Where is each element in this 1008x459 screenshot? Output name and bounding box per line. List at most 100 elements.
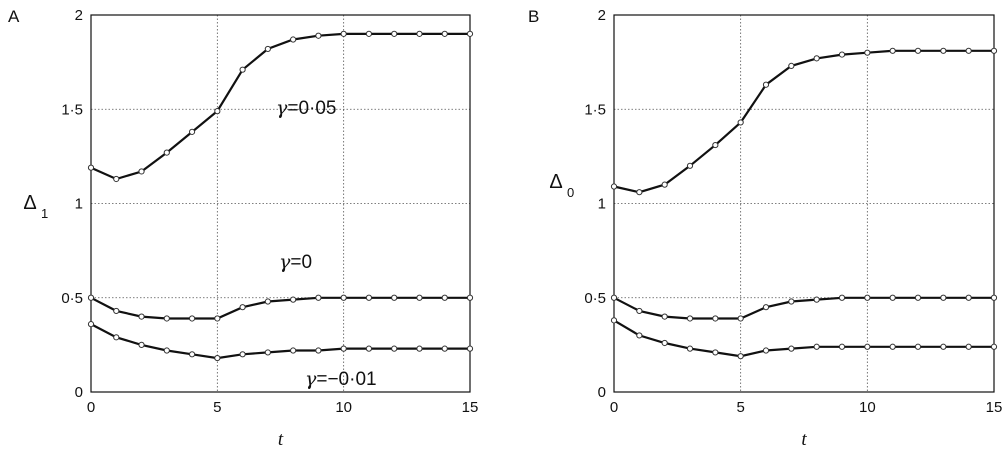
data-point <box>391 30 398 37</box>
data-point <box>661 339 668 347</box>
series-annotation: γ=0·05 <box>276 97 336 119</box>
y-tick-label: 1·5 <box>584 101 606 118</box>
data-point <box>864 294 871 301</box>
panel-label: A <box>8 7 20 26</box>
data-point <box>340 30 347 37</box>
data-point <box>441 30 448 37</box>
y-tick-label: 0·5 <box>584 290 606 307</box>
x-tick-label: 5 <box>213 399 221 416</box>
data-point <box>813 55 820 62</box>
data-point <box>762 347 770 354</box>
x-tick-label: 0 <box>610 399 618 416</box>
data-point <box>712 141 719 149</box>
gamma-value: =−0·01 <box>316 369 376 390</box>
x-tick-label: 5 <box>736 399 744 416</box>
data-point <box>290 347 297 354</box>
gamma-value: =0·05 <box>287 98 336 119</box>
data-point <box>914 294 922 301</box>
data-point <box>416 30 423 37</box>
data-point <box>737 119 744 126</box>
data-point <box>113 307 120 315</box>
data-point <box>163 347 170 354</box>
data-point <box>239 304 246 311</box>
y-axis-label: Δ <box>549 171 562 193</box>
data-point <box>813 343 820 350</box>
y-tick-label: 2 <box>75 7 83 24</box>
data-point <box>838 343 846 350</box>
data-point <box>138 341 145 348</box>
data-point <box>264 349 271 356</box>
data-point <box>686 162 694 169</box>
data-point <box>661 181 668 188</box>
y-tick-label: 1·5 <box>61 101 83 118</box>
x-tick-label: 10 <box>335 399 352 416</box>
data-point <box>466 294 474 301</box>
gamma-symbol: γ <box>305 368 317 390</box>
data-point <box>188 315 196 322</box>
data-point <box>264 298 271 305</box>
data-point <box>163 315 170 322</box>
data-point <box>441 294 448 301</box>
x-axis-label: t <box>801 429 807 450</box>
data-point <box>365 345 373 352</box>
series-annotation: γ=0 <box>279 251 312 273</box>
data-point <box>864 343 871 350</box>
data-point <box>610 317 618 324</box>
data-point <box>214 108 221 115</box>
data-point <box>788 62 795 69</box>
data-point <box>290 36 297 43</box>
data-point <box>712 349 719 356</box>
y-tick-label: 0 <box>598 384 606 401</box>
data-point <box>889 47 896 54</box>
data-point <box>889 294 896 301</box>
x-tick-label: 15 <box>462 399 479 416</box>
data-point <box>788 345 795 352</box>
data-point <box>113 175 120 183</box>
data-point <box>365 294 373 301</box>
x-tick-label: 0 <box>87 399 95 416</box>
x-tick-label: 15 <box>986 399 1003 416</box>
y-tick-label: 0 <box>75 384 83 401</box>
data-point <box>762 304 770 311</box>
data-point <box>239 351 246 358</box>
x-tick-label: 10 <box>859 399 876 416</box>
data-point <box>661 313 668 320</box>
data-point <box>990 343 998 350</box>
data-point <box>315 32 322 39</box>
plot-frame <box>90 14 471 393</box>
data-point <box>889 343 896 350</box>
data-point <box>838 51 846 58</box>
data-point <box>188 351 196 358</box>
data-point <box>315 347 322 354</box>
y-axis-label-subscript: 1 <box>41 206 48 221</box>
data-point <box>466 345 474 352</box>
data-point <box>965 47 972 54</box>
data-point <box>188 128 196 135</box>
y-tick-label: 2 <box>598 7 606 24</box>
data-point <box>940 294 947 301</box>
data-point <box>990 294 998 301</box>
data-point <box>441 345 448 352</box>
data-point <box>138 313 145 320</box>
data-point <box>416 345 423 352</box>
series-annotation: γ=−0·01 <box>305 368 377 390</box>
data-point <box>864 49 871 56</box>
data-point <box>416 294 423 301</box>
gamma-value: =0 <box>290 252 312 273</box>
series-line-3 <box>613 319 994 358</box>
data-point <box>163 149 170 156</box>
data-point <box>290 296 297 303</box>
y-tick-label: 1 <box>75 196 83 213</box>
plot-frame <box>613 14 995 393</box>
data-point <box>940 47 947 54</box>
data-point <box>87 294 95 301</box>
data-point <box>113 334 120 341</box>
data-point <box>340 345 347 352</box>
data-point <box>365 30 373 37</box>
gamma-symbol: γ <box>279 251 291 273</box>
data-point <box>315 294 322 301</box>
series-line-1 <box>613 49 994 194</box>
